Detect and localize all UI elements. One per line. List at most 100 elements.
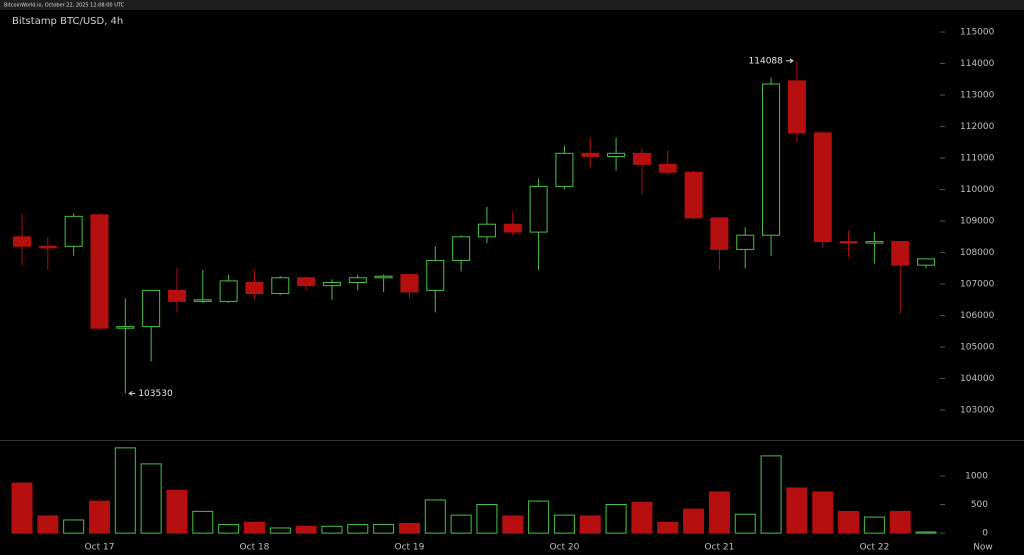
volume-bar [579,515,601,534]
candle-body [710,217,729,250]
y-tick-label: 110000 [960,185,995,195]
x-tick-label: Oct 22 [859,543,889,553]
y-tick-label: 107000 [960,280,995,290]
volume-bar [683,508,705,534]
x-tick-label: Oct 19 [395,543,425,553]
y-tick-label: 114000 [960,59,995,69]
volume-bar [295,525,317,534]
volume-bar [528,500,550,534]
volume-bar [605,504,627,534]
volume-bar [192,510,214,534]
y-tick-label: 106000 [960,311,995,321]
volume-bar [398,522,420,534]
volume-bar [140,463,162,534]
y-tick-label: 103000 [960,406,995,416]
volume-bar [657,521,679,534]
now-label: Now [973,543,993,553]
volume-bar [166,489,188,534]
volume-bar [734,513,756,534]
candle-body [38,245,57,249]
volume-bar [11,482,33,534]
volume-bar [373,524,395,534]
candle-body [245,281,264,295]
x-tick-label: Oct 21 [704,543,734,553]
candle-body [607,152,626,157]
y-tick-label: 105000 [960,343,995,353]
volume-bar [812,491,834,534]
candle-body [684,171,703,219]
low-annotation: 103530 [138,389,173,399]
candle-body [658,163,677,173]
volume-bar [553,514,575,534]
volume-bar [708,491,730,534]
volume-bar [321,525,343,534]
header-bar [0,0,1024,10]
volume-y-tick-label: 500 [971,500,988,510]
candle-body [581,152,600,157]
candle-body [787,80,806,134]
x-tick-label: Oct 20 [549,543,579,553]
x-tick-label: Oct 17 [85,543,115,553]
volume-bar [347,524,369,534]
x-tick-label: Oct 18 [240,543,270,553]
candle-body [64,215,83,247]
candle-body [90,214,109,329]
volume-y-tick-label: 1000 [965,471,988,481]
candle-body [917,258,936,266]
y-tick-label: 109000 [960,217,995,227]
candle-body [193,299,212,302]
candle-body [477,223,496,238]
candle-body [348,277,367,283]
candle-body [503,223,522,233]
volume-bar [760,455,782,534]
volume-bar [63,519,85,534]
volume-bar [889,510,911,534]
volume-y-tick-label: 0 [982,529,988,539]
candle-body [452,236,471,261]
candle-body [426,259,445,291]
low-arrow-head [128,390,133,396]
candle-body [13,236,31,247]
volume-bar [502,515,524,534]
y-tick-label: 112000 [960,122,995,132]
volume-bar [838,510,860,534]
volume-bar [786,487,808,534]
volume-bar [114,447,136,534]
y-tick-label: 111000 [960,154,995,164]
volume-bar [424,499,446,534]
candle-body [632,152,651,165]
volume-bar [450,514,472,534]
volume-bar [37,515,59,534]
candle-body [219,280,238,302]
volume-bar [631,501,653,534]
y-tick-label: 108000 [960,248,995,258]
candle-body [167,289,186,302]
candle-body [813,132,832,243]
volume-bar [218,524,240,534]
y-tick-label: 113000 [960,91,995,101]
candle-body [891,241,910,266]
chart-title: Bitstamp BTC/USD, 4h [12,16,123,27]
candle-body [762,83,781,236]
candle-body [400,274,419,293]
volume-bar [88,500,110,534]
volume-bar [243,521,265,534]
volume-bar [476,504,498,534]
candle-body [116,326,135,329]
high-arrow-head [789,58,794,64]
candle-body [322,281,341,287]
candle-body [529,185,548,233]
y-tick-label: 104000 [960,374,995,384]
volume-bar [915,531,937,534]
candle-body [736,234,755,250]
y-tick-label: 115000 [960,28,995,38]
volume-bar [269,527,291,534]
high-annotation: 114088 [749,56,784,66]
candle-body [271,277,290,295]
volume-bar [863,516,885,534]
candle-body [555,152,574,187]
candle-body [865,241,884,244]
candle-body [374,275,393,279]
candle-body [839,241,858,244]
